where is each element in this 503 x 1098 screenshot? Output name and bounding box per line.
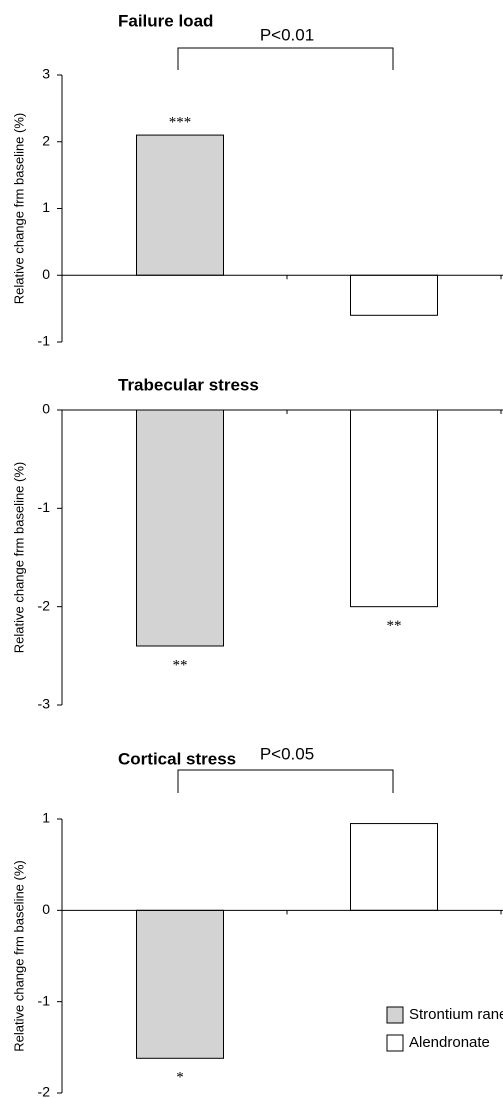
legend-label: Alendronate [409,1034,490,1051]
y-tick-label: 0 [42,901,50,917]
significance-label: ** [173,657,188,673]
y-tick-label: 3 [42,66,50,82]
y-axis-label: Relative change frm baseline (%) [11,462,26,653]
comparison-label: P<0.05 [260,744,314,763]
bar [136,409,224,647]
y-tick-label: -3 [38,696,51,712]
y-tick-label: -2 [38,1084,51,1098]
y-axis-label: Relative change frm baseline (%) [11,113,26,304]
comparison-bracket [177,47,394,70]
bar [136,134,224,276]
significance-label: *** [169,115,192,131]
chart-title: Trabecular stress [118,375,259,394]
legend-swatch [386,1034,404,1052]
legend-swatch [386,1006,404,1024]
bar [350,274,438,316]
chart-title: Cortical stress [118,749,236,768]
significance-label: ** [387,618,402,634]
comparison-bracket [177,769,394,793]
bar [350,409,438,608]
legend-label: Strontium ranelate [409,1006,503,1023]
y-axis-label: Relative change frm baseline (%) [11,860,26,1051]
chart-title: Failure load [118,11,213,30]
bar [350,823,438,911]
y-tick-label: -1 [38,333,51,349]
y-tick-label: 2 [42,132,50,148]
significance-label: * [176,1070,184,1086]
y-tick-label: -1 [38,499,51,515]
y-tick-label: -1 [38,992,51,1008]
y-tick-label: -2 [38,597,51,613]
comparison-label: P<0.01 [260,25,314,44]
y-tick-label: 0 [42,266,50,282]
y-tick-label: 0 [42,401,50,417]
y-tick-label: 1 [42,199,50,215]
y-tick-label: 1 [42,810,50,826]
bar [136,909,224,1059]
